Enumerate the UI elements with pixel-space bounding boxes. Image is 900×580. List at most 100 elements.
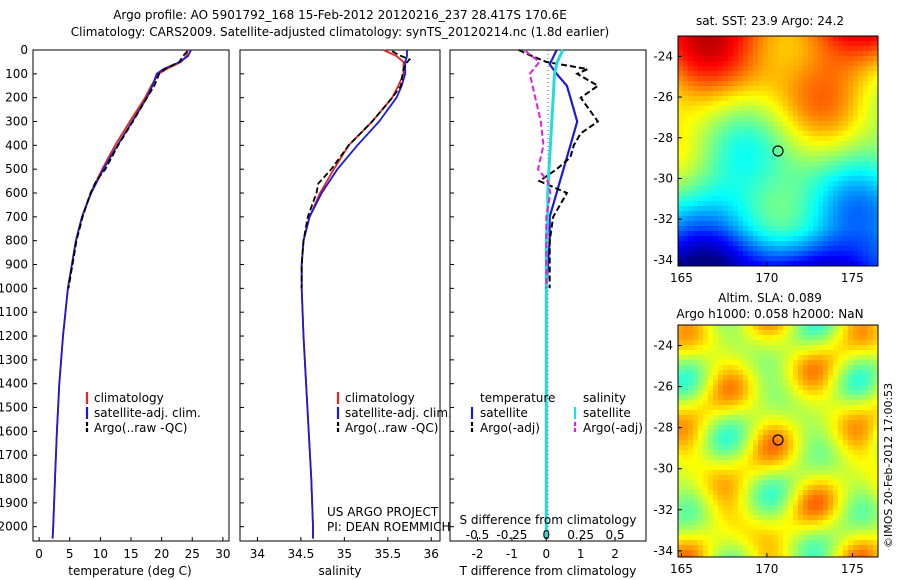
sst-cell xyxy=(788,41,794,47)
sla-cell xyxy=(773,345,779,351)
sst-cell xyxy=(693,66,699,72)
sla-cell xyxy=(783,325,789,331)
sst-cell xyxy=(763,206,769,212)
sst-cell xyxy=(848,86,854,92)
sla-cell xyxy=(843,530,849,536)
sst-cell xyxy=(803,126,809,132)
imos-footer: ©IMOS 20-Feb-2012 17:00:53 xyxy=(882,383,895,548)
sla-cell xyxy=(773,455,779,461)
sla-cell xyxy=(873,430,878,436)
sst-cell xyxy=(823,236,829,242)
sla-cell xyxy=(758,480,764,486)
sst-cell xyxy=(823,106,829,112)
sla-cell xyxy=(738,430,744,436)
sst-cell xyxy=(698,116,704,122)
sla-cell xyxy=(823,455,829,461)
sst-cell xyxy=(728,256,734,262)
sla-cell xyxy=(758,540,764,546)
sla-cell xyxy=(818,430,824,436)
sla-cell xyxy=(708,330,714,336)
sst-cell xyxy=(728,211,734,217)
sst-cell xyxy=(813,91,819,97)
sst-cell xyxy=(743,91,749,97)
sla-cell xyxy=(683,350,689,356)
sst-cell xyxy=(858,66,864,72)
sst-cell xyxy=(738,91,744,97)
sst-cell xyxy=(818,131,824,137)
sst-cell xyxy=(823,121,829,127)
sst-cell xyxy=(783,86,789,92)
sst-cell xyxy=(823,136,829,142)
sst-cell xyxy=(723,236,729,242)
sla-cell xyxy=(763,410,769,416)
sla-cell xyxy=(743,395,749,401)
sla-cell xyxy=(823,515,829,521)
sst-cell xyxy=(688,141,694,147)
sst-cell xyxy=(703,196,709,202)
sst-cell xyxy=(823,46,829,52)
sla-cell xyxy=(693,425,699,431)
sst-cell xyxy=(813,181,819,187)
sla-cell xyxy=(733,335,739,341)
sla-cell xyxy=(868,385,874,391)
sla-cell xyxy=(813,375,819,381)
sst-cell xyxy=(843,96,849,102)
sst-cell xyxy=(868,251,874,257)
sst-cell xyxy=(733,206,739,212)
x-tick-label: 0.5 xyxy=(606,528,625,542)
sst-cell xyxy=(828,126,834,132)
sla-cell xyxy=(858,515,864,521)
sst-cell xyxy=(863,116,869,122)
sst-cell xyxy=(813,196,819,202)
sst-cell xyxy=(698,261,704,266)
sst-cell xyxy=(873,181,878,187)
sla-cell xyxy=(683,555,689,557)
sst-cell xyxy=(693,241,699,247)
sst-cell xyxy=(768,146,774,152)
sla-cell xyxy=(813,350,819,356)
sla-cell xyxy=(723,470,729,476)
map-lat-label: -32 xyxy=(653,212,673,226)
sla-cell xyxy=(808,470,814,476)
sst-cell xyxy=(833,236,839,242)
sst-cell xyxy=(813,241,819,247)
sla-cell xyxy=(803,525,809,531)
sla-cell xyxy=(793,365,799,371)
sst-cell xyxy=(708,201,714,207)
sst-cell xyxy=(753,216,759,222)
sst-cell xyxy=(748,156,754,162)
sst-cell xyxy=(778,221,784,227)
sla-cell xyxy=(678,505,684,511)
sla-cell xyxy=(858,440,864,446)
sst-cell xyxy=(768,151,774,157)
sst-cell xyxy=(783,66,789,72)
sla-cell xyxy=(753,380,759,386)
sst-cell xyxy=(748,101,754,107)
sst-cell xyxy=(698,191,704,197)
sst-cell xyxy=(748,266,754,272)
sla-cell xyxy=(693,360,699,366)
sla-cell xyxy=(763,465,769,471)
sla-cell xyxy=(753,555,759,557)
sst-cell xyxy=(778,166,784,172)
sla-cell xyxy=(773,420,779,426)
sst-cell xyxy=(778,56,784,62)
sla-cell xyxy=(748,520,754,526)
sst-cell xyxy=(798,211,804,217)
sla-cell xyxy=(683,335,689,341)
sla-cell xyxy=(793,420,799,426)
sla-cell xyxy=(873,535,878,541)
sst-cell xyxy=(808,101,814,107)
sla-cell xyxy=(718,545,724,551)
sst-cell xyxy=(858,231,864,237)
sst-cell xyxy=(768,236,774,242)
sst-cell xyxy=(818,266,824,272)
sst-cell xyxy=(723,246,729,252)
sla-cell xyxy=(823,445,829,451)
sla-cell xyxy=(733,375,739,381)
sst-cell xyxy=(818,161,824,167)
sla-cell xyxy=(688,525,694,531)
sla-cell xyxy=(698,440,704,446)
sla-cell xyxy=(693,535,699,541)
sla-cell xyxy=(693,335,699,341)
